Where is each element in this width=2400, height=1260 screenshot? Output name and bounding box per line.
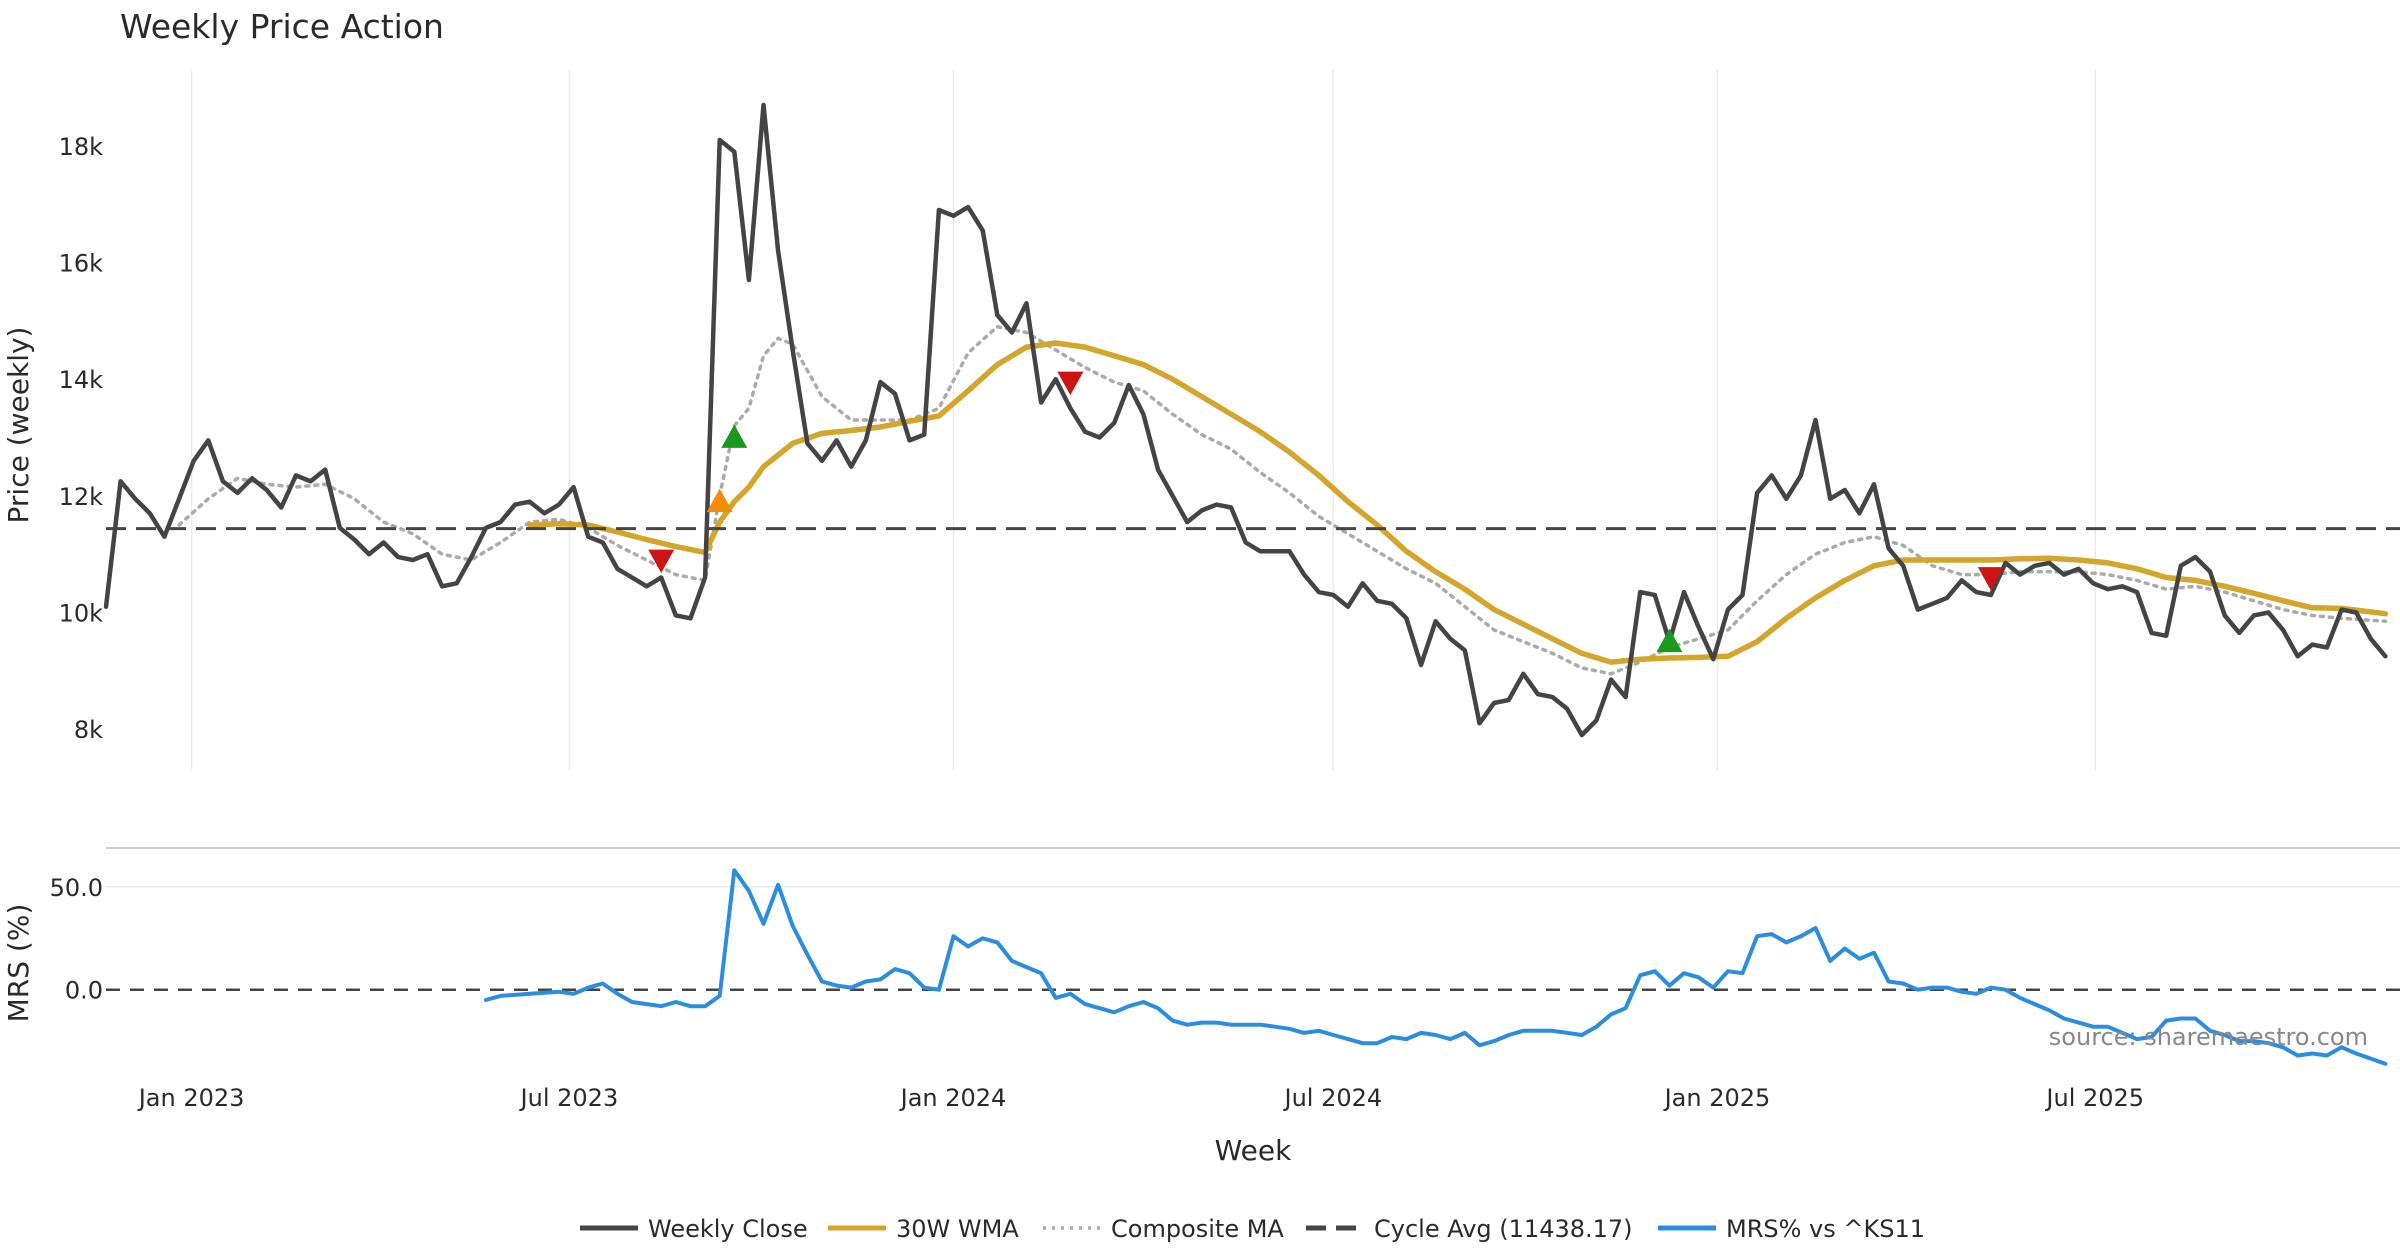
- x-axis: Jan 2023 Jul 2023 Jan 2024 Jul 2024 Jan 2025…: [137, 1084, 2144, 1112]
- price-panel: 8k 10k 12k 14k 16k 18k: [59, 70, 2400, 770]
- sell-signal-marker: [1057, 371, 1084, 396]
- price-y-tick-label: 18k: [59, 133, 104, 161]
- mrs-y-tick-label: 50.0: [50, 874, 103, 902]
- legend-label: Weekly Close: [648, 1215, 808, 1243]
- warn-signal-marker: [706, 488, 733, 513]
- mrs-y-axis-label: MRS (%): [2, 904, 35, 1023]
- price-y-tick-label: 8k: [74, 716, 103, 744]
- x-tick-label: Jan 2024: [899, 1084, 1007, 1112]
- price-y-tick-label: 16k: [59, 250, 104, 278]
- sell-signal-marker: [648, 549, 675, 573]
- legend-label: Composite MA: [1111, 1215, 1284, 1243]
- buy-signal-marker: [721, 424, 748, 448]
- legend-label: Cycle Avg (11438.17): [1374, 1215, 1633, 1243]
- source-note: source: sharemaestro.com: [2049, 1023, 2368, 1051]
- x-tick-label: Jan 2023: [137, 1084, 245, 1112]
- legend-label: 30W WMA: [896, 1215, 1019, 1243]
- composite-ma-line: [177, 324, 2388, 676]
- 30w-wma-line: [526, 340, 2389, 665]
- legend: Weekly Close 30W WMA Composite MA Cycle Avg…: [580, 1215, 1925, 1243]
- x-tick-label: Jan 2025: [1663, 1084, 1771, 1112]
- x-tick-label: Jul 2025: [2044, 1084, 2144, 1112]
- mrs-panel: 0.0 50.0: [50, 868, 2400, 1066]
- price-y-tick-label: 10k: [59, 600, 104, 628]
- price-y-tick-label: 14k: [59, 366, 104, 394]
- buy-signal-marker: [1656, 628, 1683, 653]
- mrs-y-tick-label: 0.0: [65, 977, 103, 1005]
- x-tick-label: Jul 2023: [519, 1084, 619, 1112]
- legend-label: MRS% vs ^KS11: [1726, 1215, 1925, 1243]
- x-tick-label: Jul 2024: [1283, 1084, 1383, 1112]
- price-y-tick-label: 12k: [59, 483, 104, 511]
- sell-signal-marker: [1977, 567, 2004, 591]
- price-y-axis-label: Price (weekly): [2, 327, 35, 524]
- chart-title: Weekly Price Action: [120, 7, 444, 46]
- mrs-line: [483, 868, 2388, 1066]
- x-axis-label: Week: [1215, 1134, 1292, 1167]
